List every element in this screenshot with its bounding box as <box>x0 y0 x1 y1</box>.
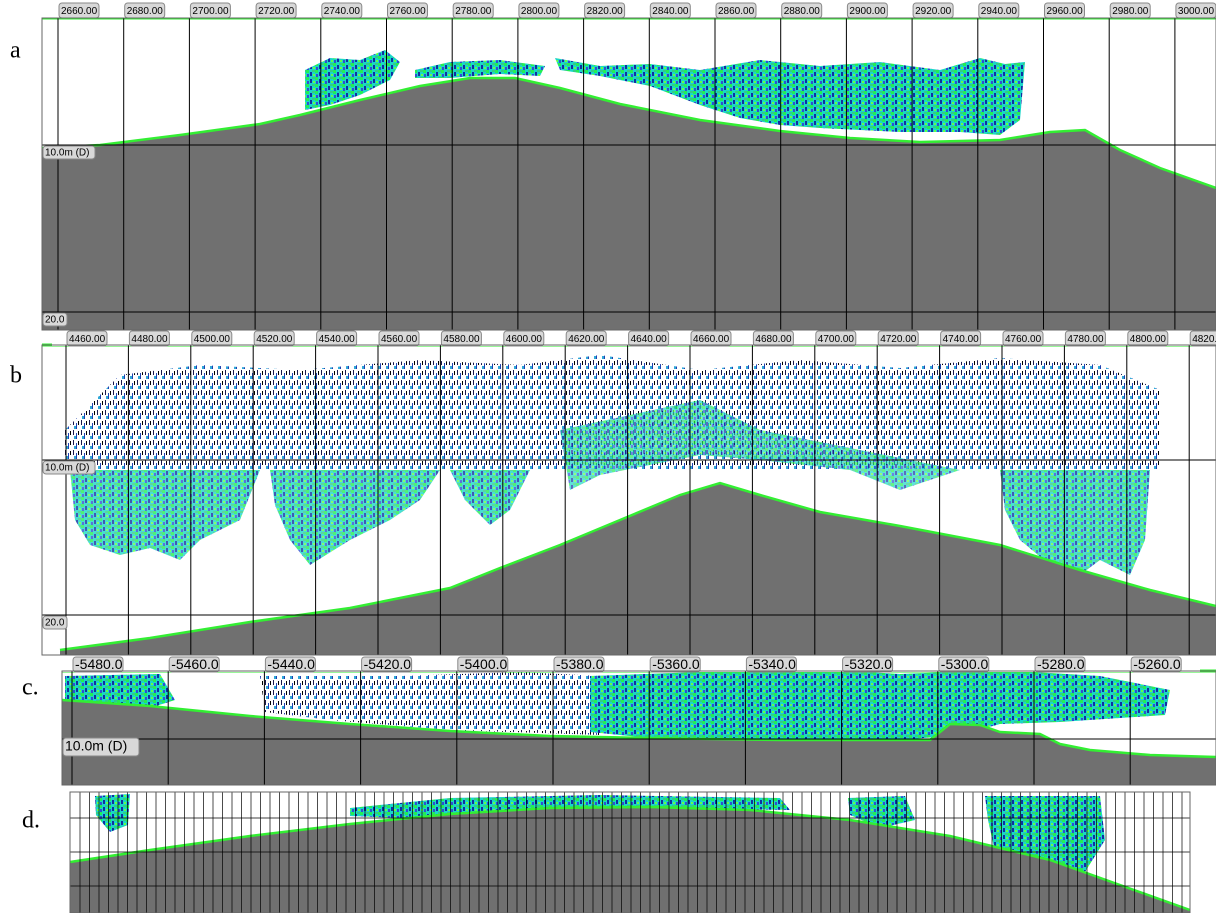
tick-label: -5400.0 <box>460 656 508 672</box>
tick-label: 2940.00 <box>981 6 1018 17</box>
tick-label: 2980.00 <box>1112 6 1149 17</box>
tick-label: 4640.00 <box>631 334 668 345</box>
tick-label: -5340.0 <box>748 656 796 672</box>
tick-label: 4700.00 <box>818 334 855 345</box>
tick-label: 2660.00 <box>61 6 98 17</box>
panel-label: b <box>10 363 22 389</box>
depth-label: 10.0m (D) <box>45 148 89 159</box>
tick-label: 3000.00 <box>1178 6 1215 17</box>
echogram-panel: a 2660.00 2680.00 2700.00 2720.00 2740.00 2760… <box>10 3 1216 330</box>
tick-label: -5260.0 <box>1133 656 1181 672</box>
tick-label: -5380.0 <box>556 656 604 672</box>
header-bar <box>62 657 1200 672</box>
tick-label: 4460.00 <box>69 334 106 345</box>
tick-label: 2720.00 <box>258 6 295 17</box>
tick-label: -5360.0 <box>652 656 700 672</box>
tick-label: 4600.00 <box>506 334 543 345</box>
tick-label: 2680.00 <box>127 6 164 17</box>
echogram-panel: d. <box>22 792 1190 913</box>
panel-label: d. <box>22 808 40 834</box>
tick-label: 2880.00 <box>784 6 821 17</box>
tick-label: 4720.00 <box>880 334 917 345</box>
tick-label: -5460.0 <box>171 656 219 672</box>
tick-label: 4520.00 <box>256 334 293 345</box>
tick-label: 4580.00 <box>443 334 480 345</box>
tick-label: 2920.00 <box>915 6 952 17</box>
depth-label: 20.0 <box>45 618 65 629</box>
tick-label: -5440.0 <box>267 656 315 672</box>
echogram-panel: c. -5480.0 -5460.0 -5440.0 -5420.0 -5400.0 -53… <box>22 656 1216 785</box>
tick-label: 4820.00 <box>1192 334 1216 345</box>
tick-label: 4660.00 <box>693 334 730 345</box>
echogram-panel: b 4460.00 4480.00 4500.00 4520.00 4540.00 4560… <box>10 331 1216 655</box>
tick-label: 2780.00 <box>455 6 492 17</box>
tick-label: 4540.00 <box>319 334 356 345</box>
depth-label: 10.0m (D) <box>65 738 127 754</box>
tick-label: 4480.00 <box>131 334 168 345</box>
tick-label: 4500.00 <box>194 334 231 345</box>
depth-label: 20.0 <box>45 315 65 326</box>
tick-label: -5300.0 <box>941 656 989 672</box>
tick-label: 2800.00 <box>521 6 558 17</box>
tick-label: 2700.00 <box>192 6 229 17</box>
tick-label: 4780.00 <box>1067 334 1104 345</box>
tick-label: 2840.00 <box>652 6 689 17</box>
tick-label: 4800.00 <box>1130 334 1167 345</box>
tick-label: 4740.00 <box>943 334 980 345</box>
depth-label: 10.0m (D) <box>45 463 89 474</box>
tick-label: 2860.00 <box>718 6 755 17</box>
tick-label: 4680.00 <box>755 334 792 345</box>
panel-label: c. <box>22 675 39 701</box>
panel-label: a <box>10 38 21 64</box>
tick-label: -5420.0 <box>364 656 412 672</box>
tick-label: -5280.0 <box>1037 656 1085 672</box>
tick-label: 4560.00 <box>381 334 418 345</box>
tick-label: -5480.0 <box>75 656 123 672</box>
tick-label: 4760.00 <box>1005 334 1042 345</box>
tick-label: -5320.0 <box>845 656 893 672</box>
figure: a 2660.00 2680.00 2700.00 2720.00 2740.00 2760… <box>0 0 1216 913</box>
tick-label: 2740.00 <box>324 6 361 17</box>
tick-label: 4620.00 <box>568 334 605 345</box>
tick-label: 2760.00 <box>390 6 427 17</box>
tick-label: 2900.00 <box>849 6 886 17</box>
tick-label: 2960.00 <box>1047 6 1084 17</box>
tick-label: 2820.00 <box>587 6 624 17</box>
